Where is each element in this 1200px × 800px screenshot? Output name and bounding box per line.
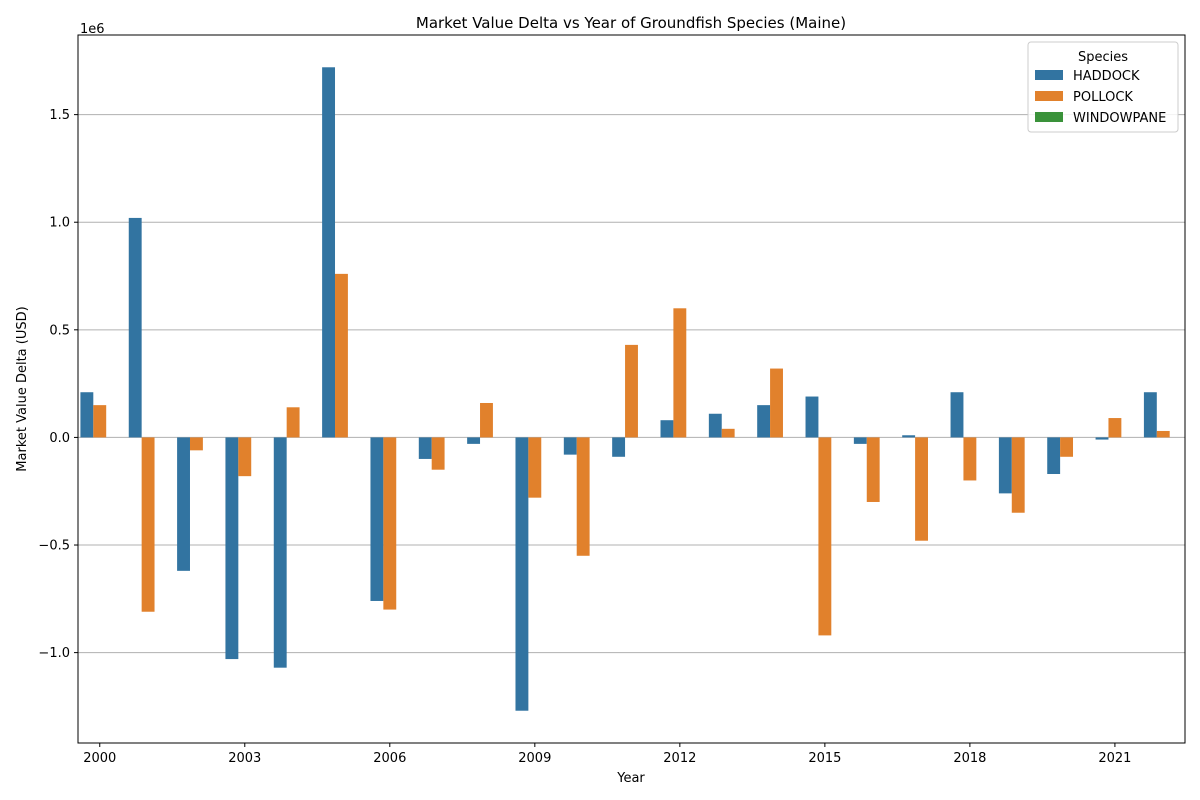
- x-axis-label: Year: [616, 771, 645, 786]
- y-tick-label: 1.5: [49, 108, 70, 123]
- legend-box: [1027, 41, 1179, 133]
- bar-haddock-2015: [805, 396, 819, 438]
- x-tick-label: 2021: [1098, 751, 1131, 766]
- y-tick-label: 0.0: [49, 431, 70, 446]
- bar-pollock-2016: [866, 437, 880, 502]
- y-offset-label: 1e6: [80, 22, 105, 37]
- bar-pollock-2013: [721, 428, 735, 438]
- bar-haddock-2012: [660, 420, 674, 438]
- bar-pollock-2015: [818, 437, 832, 636]
- legend-label-pollock: POLLOCK: [1073, 90, 1133, 105]
- bar-haddock-2009: [515, 437, 529, 711]
- x-tick-label: 2018: [953, 751, 986, 766]
- bar-haddock-2003: [225, 437, 239, 660]
- bar-haddock-2017: [902, 435, 916, 438]
- bar-pollock-2000: [93, 405, 107, 438]
- legend-swatch-windowpane: [1035, 112, 1063, 122]
- bar-haddock-2007: [418, 437, 432, 459]
- bar-haddock-2013: [708, 413, 722, 438]
- bar-pollock-2022: [1156, 430, 1170, 438]
- bar-haddock-2019: [998, 437, 1012, 494]
- legend-title: Species: [1078, 50, 1128, 65]
- bar-pollock-2002: [189, 437, 203, 451]
- bar-haddock-2021: [1095, 437, 1109, 440]
- bar-pollock-2006: [383, 437, 397, 610]
- y-tick-label: 0.5: [49, 323, 70, 338]
- bar-pollock-2021: [1108, 418, 1122, 438]
- legend-swatch-pollock: [1035, 91, 1063, 101]
- y-axis-label: Market Value Delta (USD): [15, 306, 30, 471]
- legend-swatch-haddock: [1035, 70, 1063, 80]
- bar-haddock-2022: [1143, 392, 1157, 438]
- bar-pollock-2018: [963, 437, 977, 481]
- x-tick-label: 2012: [663, 751, 696, 766]
- bar-pollock-2008: [480, 402, 493, 438]
- chart-title: Market Value Delta vs Year of Groundfish…: [416, 14, 846, 32]
- bar-haddock-2005: [322, 67, 336, 438]
- bar-pollock-2020: [1060, 437, 1074, 457]
- bar-pollock-2009: [528, 437, 542, 498]
- bar-haddock-2020: [1047, 437, 1061, 475]
- y-tick-label: −1.0: [38, 646, 70, 661]
- bar-pollock-2010: [576, 437, 590, 556]
- bar-haddock-2011: [612, 437, 626, 457]
- x-tick-label: 2009: [518, 751, 551, 766]
- legend-label-haddock: HADDOCK: [1073, 69, 1140, 84]
- bar-pollock-2004: [286, 407, 300, 438]
- bar-haddock-2001: [128, 217, 142, 438]
- bar-pollock-2017: [915, 437, 928, 541]
- bar-pollock-2001: [141, 437, 155, 612]
- bar-pollock-2014: [770, 368, 783, 438]
- y-axis-ticks: −1.0 −0.5 0.0 0.5 1.0 1.5: [38, 108, 78, 661]
- x-tick-label: 2003: [228, 751, 261, 766]
- bar-haddock-2004: [273, 437, 287, 668]
- bar-haddock-2008: [467, 437, 481, 444]
- bar-haddock-2014: [757, 405, 771, 438]
- bar-haddock-2000: [80, 392, 94, 438]
- y-tick-label: −0.5: [38, 539, 70, 554]
- bar-pollock-2011: [625, 344, 638, 438]
- bar-pollock-2012: [673, 308, 687, 438]
- bars: [80, 67, 1170, 711]
- x-tick-label: 2006: [373, 751, 406, 766]
- bar-haddock-2010: [563, 437, 577, 455]
- bar-haddock-2016: [853, 437, 867, 444]
- bar-pollock-2005: [335, 273, 348, 438]
- bar-pollock-2019: [1011, 437, 1025, 513]
- x-axis-ticks: 2000 2003 2006 2009 2012 2015 2018 2021: [83, 743, 1131, 766]
- legend-label-windowpane: WINDOWPANE: [1073, 111, 1166, 126]
- x-tick-label: 2015: [808, 751, 841, 766]
- x-tick-label: 2000: [83, 751, 116, 766]
- bar-pollock-2007: [431, 437, 445, 470]
- bar-haddock-2018: [950, 392, 964, 438]
- bar-haddock-2002: [177, 437, 190, 571]
- bar-haddock-2006: [370, 437, 384, 601]
- y-tick-label: 1.0: [49, 216, 70, 231]
- plot-frame: [77, 34, 1186, 744]
- bar-pollock-2003: [238, 437, 252, 477]
- legend: Species HADDOCK POLLOCK WINDOWPANE: [1027, 41, 1179, 133]
